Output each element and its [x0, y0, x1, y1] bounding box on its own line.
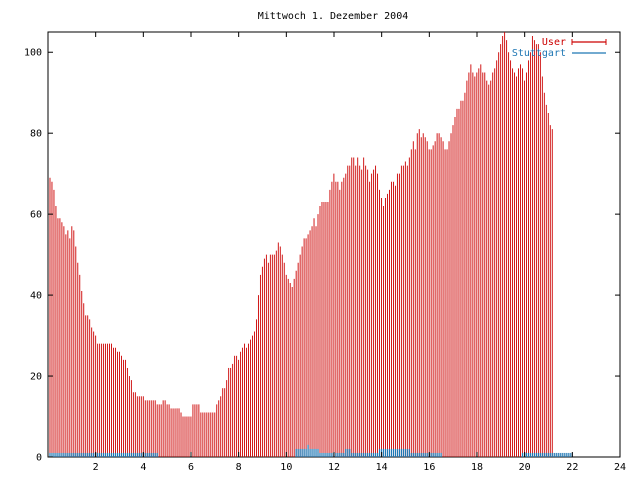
x-tick-label-8: 8	[236, 462, 242, 473]
series-user-bars	[49, 32, 553, 457]
x-tick-label-14: 14	[376, 462, 388, 473]
y-tick-label-0: 0	[36, 453, 42, 464]
y-tick-label-80: 80	[30, 129, 42, 140]
legend-label-user: User	[542, 37, 566, 48]
x-tick-label-22: 22	[566, 462, 578, 473]
series-stuttgart-bars	[49, 444, 573, 457]
x-tick-label-16: 16	[423, 462, 435, 473]
x-tick-label-24: 24	[614, 462, 626, 473]
x-tick-label-18: 18	[471, 462, 483, 473]
y-tick-label-60: 60	[30, 210, 42, 221]
y-tick-label-20: 20	[30, 372, 42, 383]
x-tick-label-4: 4	[140, 462, 146, 473]
x-tick-label-2: 2	[93, 462, 99, 473]
x-tick-label-20: 20	[519, 462, 531, 473]
x-tick-label-6: 6	[188, 462, 194, 473]
y-tick-label-100: 100	[24, 48, 42, 59]
x-axis-ticks: 2 4 6 8 10 12 14 16 18 20 22 24	[93, 32, 626, 473]
legend-label-stuttgart: Stuttgart	[512, 48, 566, 59]
y-axis-ticks: 0 20 40 60 80 100	[24, 48, 620, 464]
x-tick-label-10: 10	[280, 462, 292, 473]
legend: User Stuttgart	[512, 37, 607, 59]
y-tick-label-40: 40	[30, 291, 42, 302]
x-tick-label-12: 12	[328, 462, 340, 473]
chart-title: Mittwoch 1. Dezember 2004	[258, 11, 409, 22]
